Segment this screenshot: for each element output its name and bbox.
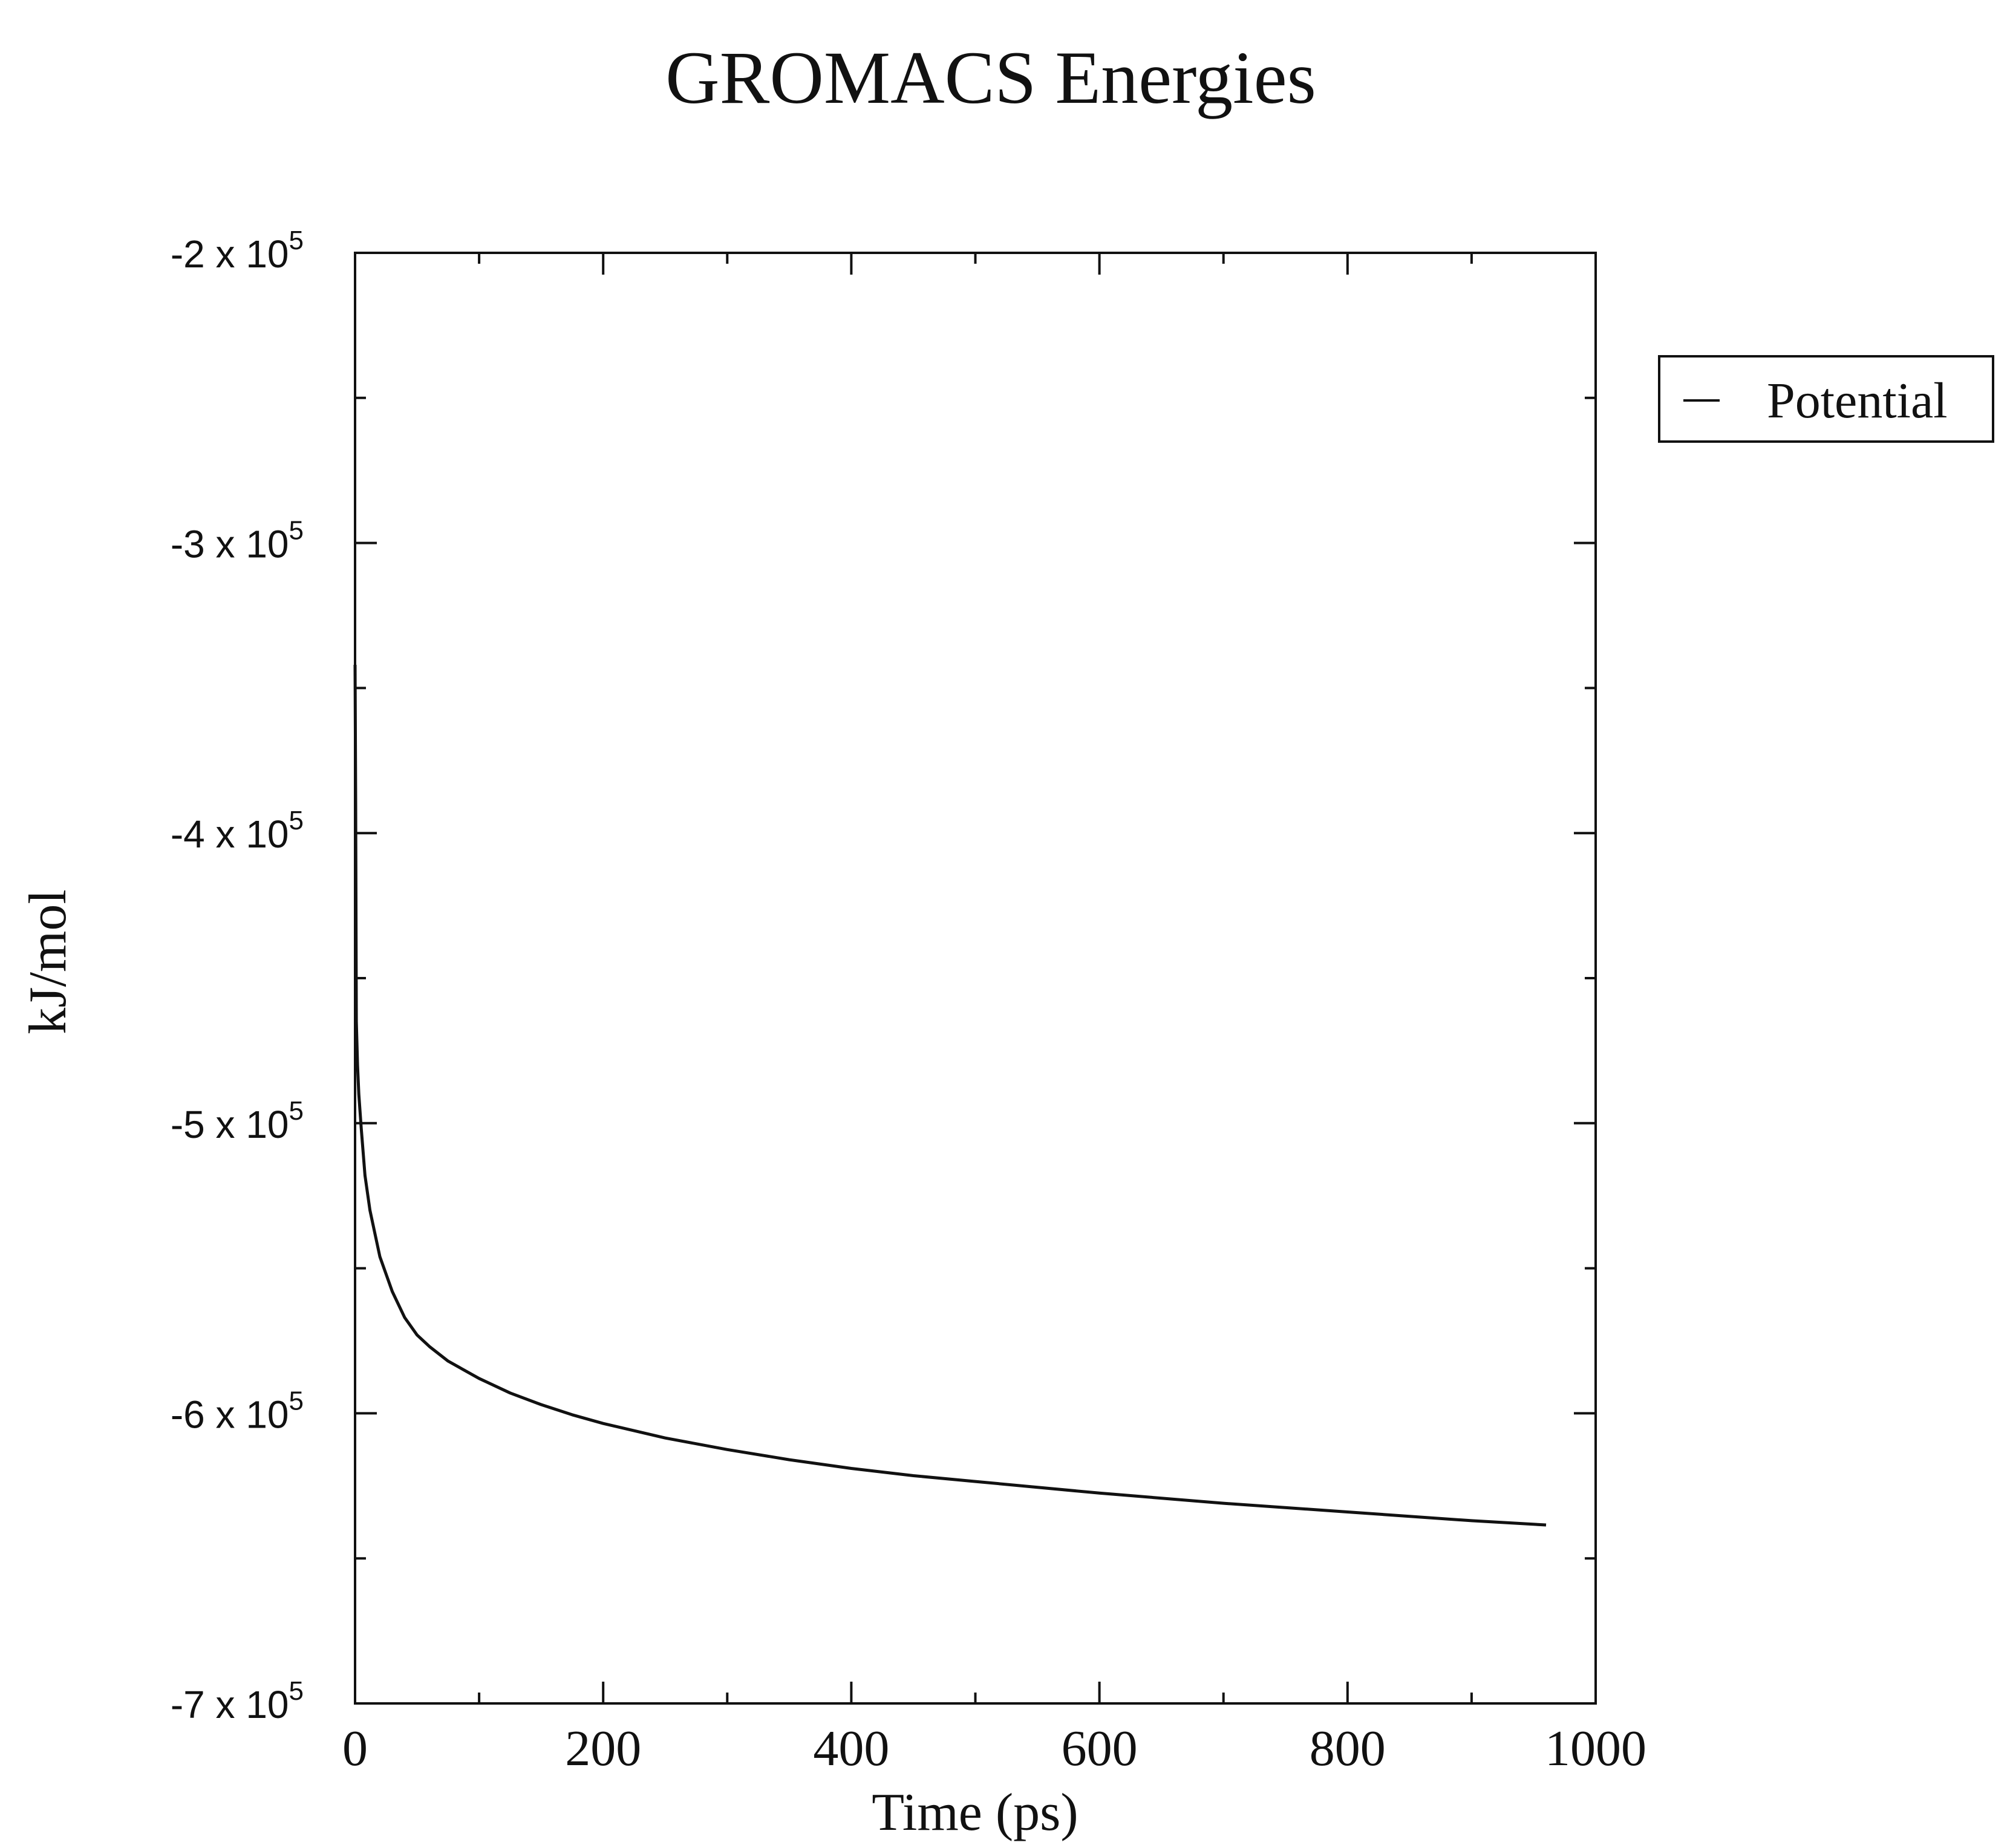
y-tick-mantissa: -2 x 10 <box>171 232 289 276</box>
y-axis-label: kJ/mol <box>19 889 77 1034</box>
y-tick-exponent: 5 <box>289 806 304 835</box>
x-tick-label: 400 <box>813 1720 889 1777</box>
x-tick-labels: 0 200 400 600 800 1000 <box>342 1720 1646 1777</box>
y-tick-label: -4 x 105 <box>171 806 304 856</box>
x-tick-label: 0 <box>342 1720 368 1777</box>
y-tick-exponent: 5 <box>289 1386 304 1415</box>
axis-ticks <box>354 252 1597 1705</box>
y-tick-exponent: 5 <box>289 1096 304 1126</box>
plot-frame <box>354 252 1597 1705</box>
y-tick-label: -6 x 105 <box>171 1386 304 1436</box>
x-tick-label: 200 <box>565 1720 641 1777</box>
y-tick-mantissa: -5 x 10 <box>171 1103 289 1146</box>
y-tick-exponent: 5 <box>289 516 304 546</box>
y-tick-exponent: 5 <box>289 1676 304 1706</box>
y-tick-label: -2 x 105 <box>171 226 304 276</box>
x-tick-label: 1000 <box>1545 1720 1646 1777</box>
y-tick-mantissa: -4 x 10 <box>171 812 289 856</box>
chart-title: GROMACS Energies <box>665 36 1316 119</box>
x-axis-label: Time (ps) <box>872 1783 1078 1842</box>
y-tick-mantissa: -3 x 10 <box>171 523 289 566</box>
legend-label-potential: Potential <box>1767 373 1948 429</box>
series-layer <box>353 664 1547 1527</box>
y-tick-mantissa: -6 x 10 <box>171 1393 289 1436</box>
legend: Potential <box>1658 355 1994 443</box>
x-tick-label: 600 <box>1062 1720 1138 1777</box>
y-tick-label: -3 x 105 <box>171 516 304 566</box>
y-tick-label: -7 x 105 <box>171 1676 304 1726</box>
y-tick-label: -5 x 105 <box>171 1096 304 1146</box>
series-line-potential <box>353 664 1547 1527</box>
x-tick-label: 800 <box>1310 1720 1386 1777</box>
y-tick-mantissa: -7 x 10 <box>171 1683 289 1726</box>
y-tick-labels: -2 x 105-3 x 105-4 x 105-5 x 105-6 x 105… <box>171 226 304 1726</box>
y-tick-exponent: 5 <box>289 226 304 255</box>
legend-box <box>1658 355 1994 443</box>
